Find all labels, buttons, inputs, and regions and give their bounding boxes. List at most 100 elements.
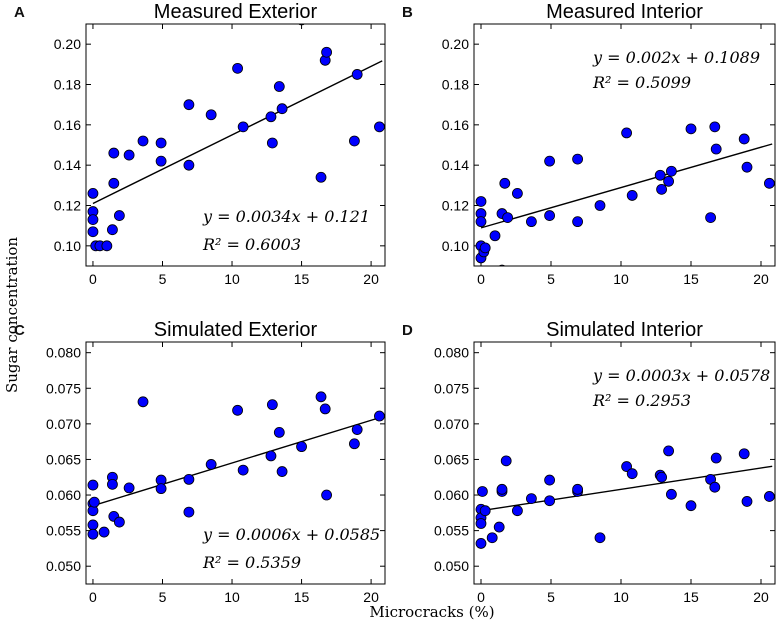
data-point (656, 183, 667, 195)
data-point (666, 488, 677, 500)
data-point (232, 404, 243, 416)
data-point (88, 496, 100, 508)
data-point (98, 526, 110, 538)
x-tick-label: 20 (753, 589, 769, 605)
data-point (493, 521, 505, 533)
fit-line (480, 465, 773, 512)
panel-letter: B (402, 4, 413, 21)
panel-title: Measured Exterior (154, 1, 318, 23)
panel-a: 0 5 10 15 20 0.10 0.12 0.14 0.16 0.18 0.20 Measured… (14, 1, 386, 287)
panel-title: Simulated Exterior (154, 319, 318, 341)
data-point (544, 495, 555, 507)
x-tick-label: 5 (159, 589, 167, 605)
data-point (87, 226, 99, 238)
y-tick-label: 0.20 (54, 36, 81, 52)
data-point (738, 133, 750, 145)
data-point (594, 532, 606, 544)
data-point (123, 149, 135, 161)
y-tick-label: 0.12 (442, 198, 469, 214)
data-point (183, 473, 195, 485)
data-point (155, 155, 167, 167)
y-tick-label: 0.070 (434, 416, 469, 432)
data-point (476, 486, 488, 497)
plot-frame (85, 341, 386, 585)
data-point (315, 391, 327, 403)
data-point (705, 212, 716, 224)
data-points (87, 391, 385, 540)
data-point (266, 399, 278, 411)
data-point (626, 190, 638, 201)
data-point (87, 519, 99, 531)
x-tick-label: 20 (363, 589, 379, 605)
panel-title: Measured Interior (546, 1, 703, 23)
data-point (663, 175, 674, 187)
data-point (475, 216, 487, 228)
data-point (87, 479, 99, 491)
x-tick-label: 0 (89, 589, 97, 605)
x-tick-label: 15 (294, 271, 310, 287)
data-point (594, 200, 606, 211)
fit-equation: y = 0.0003x + 0.0578 (592, 366, 770, 385)
x-tick-label: 5 (159, 271, 167, 287)
y-tick-label: 0.14 (54, 157, 81, 173)
data-points (475, 445, 775, 549)
data-point (764, 491, 775, 502)
panel-c: 0 5 10 15 20 0.050 0.055 0.060 0.065 0.070 0.075 0.… (14, 319, 386, 605)
data-point (475, 518, 487, 529)
data-point (315, 171, 327, 183)
data-points (475, 121, 775, 266)
y-tick-label: 0.055 (434, 523, 469, 539)
y-tick-label: 0.080 (434, 345, 469, 361)
data-point (544, 474, 555, 486)
y-tick-label: 0.065 (46, 451, 81, 467)
data-point (512, 505, 523, 517)
plot-frame (473, 23, 776, 267)
data-point (205, 109, 217, 121)
data-point (710, 143, 722, 155)
data-point (87, 528, 99, 540)
r-squared: R² = 0.2953 (592, 391, 691, 410)
data-point (512, 187, 523, 199)
data-point (155, 137, 167, 149)
data-point (137, 135, 149, 147)
panel-letter: D (402, 322, 413, 339)
data-point (349, 438, 360, 450)
data-point (108, 147, 120, 159)
r-squared: R² = 0.6003 (202, 235, 301, 254)
fit-line (480, 143, 773, 229)
data-point (486, 532, 498, 544)
data-point (265, 111, 277, 123)
panel-b: 0 5 10 15 20 0.10 0.12 0.14 0.16 0.18 0.20 Measured… (402, 1, 776, 287)
data-points (87, 24, 385, 252)
y-tick-label: 0.060 (434, 487, 469, 503)
y-tick-label: 0.050 (46, 558, 81, 574)
panel-letter: A (14, 4, 25, 21)
data-point (709, 121, 721, 133)
y-tick-label: 0.16 (442, 117, 469, 133)
data-point (183, 506, 195, 518)
data-point (237, 464, 249, 476)
data-point (374, 121, 385, 133)
y-tick-label: 0.050 (434, 558, 469, 574)
data-point (321, 46, 332, 58)
data-point (526, 216, 537, 228)
y-tick-label: 0.10 (54, 238, 81, 254)
data-point (479, 242, 491, 254)
data-point (496, 483, 508, 495)
data-point (544, 155, 555, 167)
data-point (764, 177, 775, 189)
fit-line (92, 60, 383, 205)
data-point (273, 426, 285, 438)
data-point (654, 169, 666, 181)
data-point (502, 212, 514, 224)
data-point (113, 516, 125, 528)
data-point (266, 137, 278, 149)
x-tick-label: 10 (224, 589, 240, 605)
y-tick-label: 0.080 (46, 345, 81, 361)
fit-line (92, 416, 383, 507)
data-point (137, 396, 149, 408)
x-tick-label: 5 (547, 589, 555, 605)
data-point (155, 483, 167, 495)
y-axis-label: Sugar concentration (3, 237, 21, 393)
x-tick-label: 15 (683, 589, 699, 605)
